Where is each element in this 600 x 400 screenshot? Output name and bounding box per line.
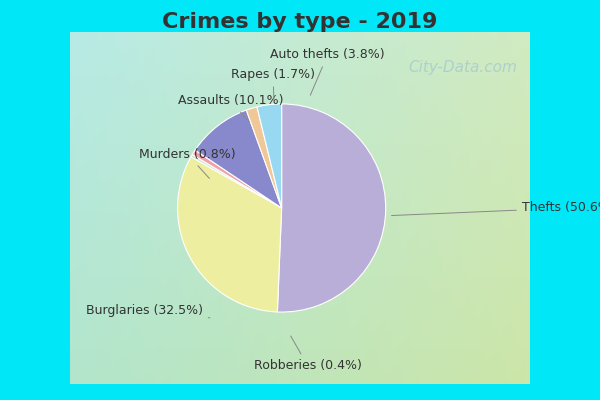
Wedge shape xyxy=(277,104,386,312)
Wedge shape xyxy=(257,104,281,208)
Wedge shape xyxy=(191,154,281,208)
Wedge shape xyxy=(193,150,281,208)
Wedge shape xyxy=(247,107,281,208)
Text: City-Data.com: City-Data.com xyxy=(409,60,517,74)
Text: Auto thefts (3.8%): Auto thefts (3.8%) xyxy=(270,48,385,95)
Text: Crimes by type - 2019: Crimes by type - 2019 xyxy=(163,12,437,32)
Text: Burglaries (32.5%): Burglaries (32.5%) xyxy=(86,304,210,318)
Text: Murders (0.8%): Murders (0.8%) xyxy=(139,148,236,178)
Wedge shape xyxy=(178,157,281,312)
Text: Assaults (10.1%): Assaults (10.1%) xyxy=(178,94,283,122)
Text: Robberies (0.4%): Robberies (0.4%) xyxy=(254,336,362,372)
Wedge shape xyxy=(195,110,281,208)
Text: Thefts (50.6%): Thefts (50.6%) xyxy=(392,202,600,216)
Text: Rapes (1.7%): Rapes (1.7%) xyxy=(231,68,315,101)
